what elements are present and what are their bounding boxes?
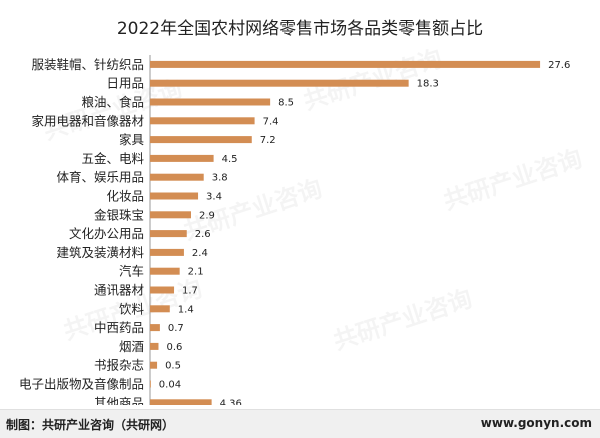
category-label: 粮油、食品 [81, 95, 144, 110]
chart-title: 2022年全国农村网络零售市场各品类零售额占比 [116, 19, 484, 39]
bar-chart: 服装鞋帽、针纺织品 27.6 日用品 18.3 粮油、食品 8.5 家用电器和音像器材 7.4… [19, 55, 570, 405]
data-label: 2.4 [192, 248, 208, 259]
bar [150, 192, 199, 200]
category-label: 家用电器和音像器材 [31, 113, 144, 128]
bar [150, 399, 212, 405]
bar [150, 173, 204, 181]
category-label: 化妆品 [106, 189, 144, 204]
category-label: 建筑及装潢材料 [56, 245, 144, 260]
bar [150, 154, 214, 162]
data-label: 3.4 [206, 192, 222, 203]
category-label: 通讯器材 [94, 283, 144, 298]
data-label: 18.3 [417, 79, 439, 90]
data-label: 3.8 [212, 173, 228, 184]
data-label: 0.04 [159, 380, 181, 391]
category-label: 书报杂志 [94, 358, 144, 373]
category-label: 体育、娱乐用品 [56, 170, 144, 185]
bar [150, 136, 252, 144]
bar [150, 248, 184, 256]
bar [150, 117, 255, 125]
data-label: 4.36 [220, 398, 242, 405]
bar [150, 286, 175, 294]
bar [150, 305, 170, 313]
data-label: 7.2 [260, 135, 276, 146]
category-label: 汽车 [119, 264, 144, 279]
bar [150, 267, 180, 275]
category-label: 服装鞋帽、针纺织品 [31, 57, 144, 72]
category-label: 文化办公用品 [69, 226, 144, 241]
category-label: 中西药品 [94, 320, 144, 335]
bar [150, 98, 271, 106]
data-label: 1.7 [182, 286, 198, 297]
category-label: 饮料 [119, 301, 145, 316]
data-label: 2.1 [188, 267, 204, 278]
data-label: 1.4 [178, 304, 194, 315]
bar [150, 211, 191, 219]
bar [150, 380, 151, 388]
source-footer: 制图：共研产业咨询（共研网） www.gonyn.com [0, 409, 600, 438]
bar [150, 230, 187, 238]
bar [150, 361, 158, 369]
category-label: 家具 [119, 132, 145, 147]
source-label: 制图：共研产业咨询（共研网） [6, 418, 175, 432]
data-label: 0.6 [166, 342, 182, 353]
category-label: 其他商品 [94, 395, 144, 405]
data-label: 8.5 [278, 98, 294, 109]
data-label: 0.5 [165, 361, 181, 372]
data-label: 7.4 [263, 116, 279, 127]
source-url: www.gonyn.com [480, 416, 592, 430]
category-label: 电子出版物及音像制品 [19, 377, 144, 392]
category-label: 金银珠宝 [94, 207, 144, 222]
bar [150, 324, 160, 332]
bar [150, 342, 159, 350]
bar [150, 60, 541, 68]
data-label: 2.9 [199, 210, 215, 221]
data-label: 2.6 [195, 229, 211, 240]
data-label: 4.5 [222, 154, 238, 165]
data-label: 27.6 [548, 60, 570, 71]
category-label: 日用品 [106, 76, 144, 91]
bar [150, 79, 409, 87]
category-label: 五金、电料 [81, 151, 144, 166]
data-label: 0.7 [168, 323, 184, 334]
category-label: 烟酒 [119, 339, 144, 354]
